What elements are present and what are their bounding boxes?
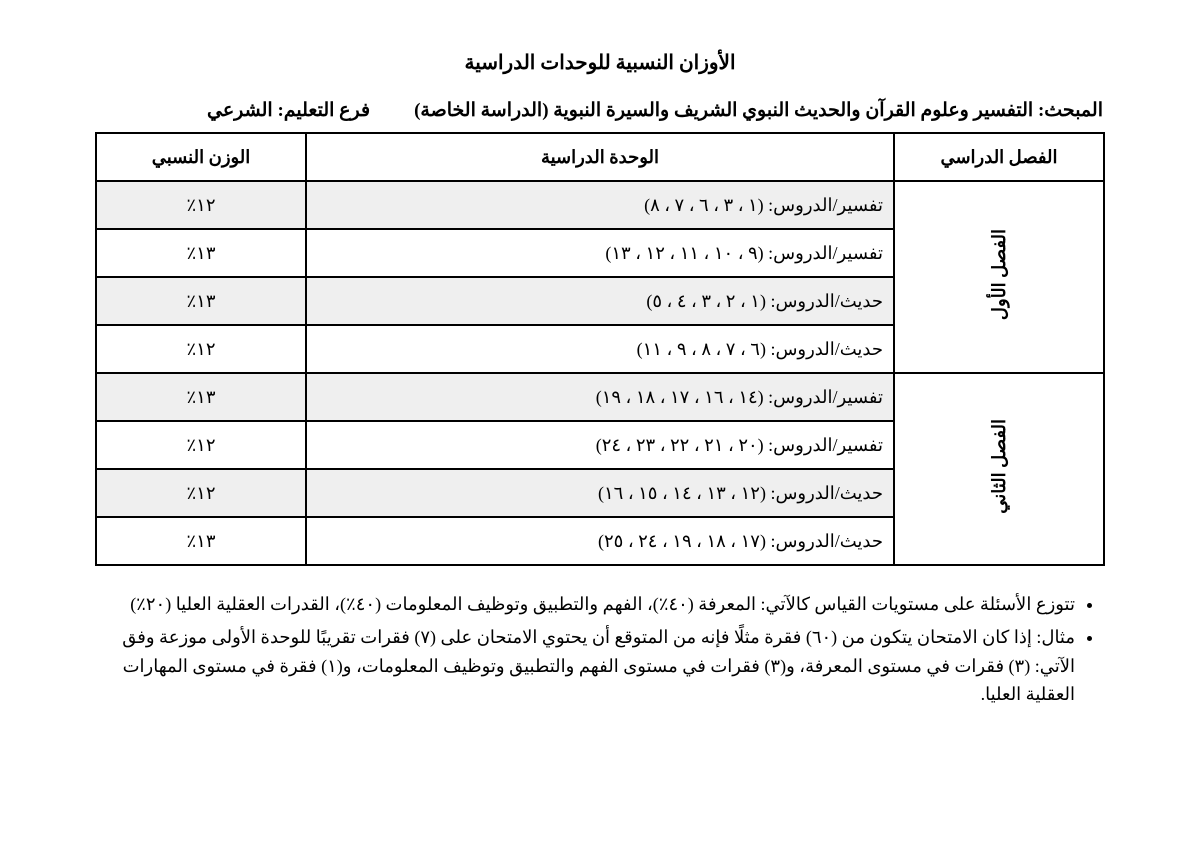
unit-cell: حديث/الدروس: (١٢ ، ١٣ ، ١٤ ، ١٥ ، ١٦) bbox=[306, 469, 894, 517]
page-title: الأوزان النسبية للوحدات الدراسية bbox=[95, 50, 1105, 75]
weight-cell: ١٢٪ bbox=[96, 181, 306, 229]
subject-label: المبحث: bbox=[1038, 100, 1103, 121]
page: الأوزان النسبية للوحدات الدراسية المبحث:… bbox=[0, 0, 1200, 848]
unit-cell: حديث/الدروس: (١ ، ٢ ، ٣ ، ٤ ، ٥) bbox=[306, 277, 894, 325]
unit-cell: تفسير/الدروس: (١٤ ، ١٦ ، ١٧ ، ١٨ ، ١٩) bbox=[306, 373, 894, 421]
semester-cell: الفصل الثاني bbox=[894, 373, 1104, 565]
subject-block: المبحث: التفسير وعلوم القرآن والحديث الن… bbox=[414, 99, 1103, 122]
weight-cell: ١٣٪ bbox=[96, 277, 306, 325]
unit-cell: حديث/الدروس: (١٧ ، ١٨ ، ١٩ ، ٢٤ ، ٢٥) bbox=[306, 517, 894, 565]
branch-block: فرع التعليم: الشرعي bbox=[97, 99, 370, 122]
col-weight: الوزن النسبي bbox=[96, 133, 306, 181]
weights-table: الفصل الدراسي الوحدة الدراسية الوزن النس… bbox=[95, 132, 1105, 566]
unit-cell: تفسير/الدروس: (٢٠ ، ٢١ ، ٢٢ ، ٢٣ ، ٢٤) bbox=[306, 421, 894, 469]
note-item: تتوزع الأسئلة على مستويات القياس كالآتي:… bbox=[95, 590, 1075, 619]
semester-name: الفصل الثاني bbox=[988, 419, 1010, 514]
notes-list: تتوزع الأسئلة على مستويات القياس كالآتي:… bbox=[95, 590, 1105, 709]
weight-cell: ١٢٪ bbox=[96, 421, 306, 469]
col-unit: الوحدة الدراسية bbox=[306, 133, 894, 181]
branch-text: الشرعي bbox=[207, 100, 273, 121]
table-row: الفصل الأول تفسير/الدروس: (١ ، ٣ ، ٦ ، ٧… bbox=[96, 181, 1104, 229]
semester-name: الفصل الأول bbox=[988, 229, 1010, 320]
table-body: الفصل الأول تفسير/الدروس: (١ ، ٣ ، ٦ ، ٧… bbox=[96, 181, 1104, 565]
col-semester: الفصل الدراسي bbox=[894, 133, 1104, 181]
branch-label: فرع التعليم: bbox=[277, 100, 370, 121]
table-row: الفصل الثاني تفسير/الدروس: (١٤ ، ١٦ ، ١٧… bbox=[96, 373, 1104, 421]
subject-line: المبحث: التفسير وعلوم القرآن والحديث الن… bbox=[95, 99, 1105, 122]
weight-cell: ١٣٪ bbox=[96, 229, 306, 277]
subject-text: التفسير وعلوم القرآن والحديث النبوي الشر… bbox=[414, 100, 1033, 121]
unit-cell: تفسير/الدروس: (٩ ، ١٠ ، ١١ ، ١٢ ، ١٣) bbox=[306, 229, 894, 277]
weight-cell: ١٢٪ bbox=[96, 325, 306, 373]
weight-cell: ١٣٪ bbox=[96, 517, 306, 565]
unit-cell: حديث/الدروس: (٦ ، ٧ ، ٨ ، ٩ ، ١١) bbox=[306, 325, 894, 373]
weight-cell: ١٣٪ bbox=[96, 373, 306, 421]
note-item: مثال: إذا كان الامتحان يتكون من (٦٠) فقر… bbox=[95, 623, 1075, 709]
weight-cell: ١٢٪ bbox=[96, 469, 306, 517]
semester-cell: الفصل الأول bbox=[894, 181, 1104, 373]
unit-cell: تفسير/الدروس: (١ ، ٣ ، ٦ ، ٧ ، ٨) bbox=[306, 181, 894, 229]
table-header-row: الفصل الدراسي الوحدة الدراسية الوزن النس… bbox=[96, 133, 1104, 181]
